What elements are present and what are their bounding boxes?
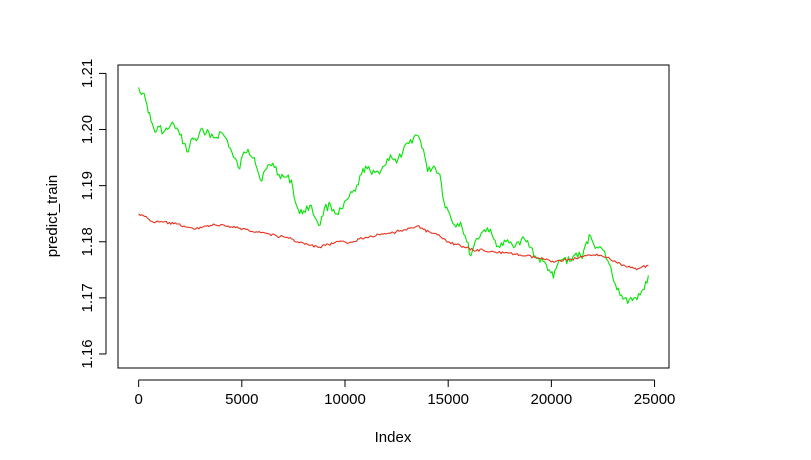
y-axis: 1.16 1.17 1.18 1.19 1.20 1.21 <box>79 59 107 369</box>
y-axis-title: predict_train <box>44 175 61 258</box>
series-line-2 <box>138 213 649 271</box>
y-tick-label: 1.20 <box>79 115 96 144</box>
series-line-1 <box>138 87 649 305</box>
y-tick-label: 1.18 <box>79 227 96 256</box>
x-axis-title: Index <box>375 429 412 446</box>
y-tick-label: 1.19 <box>79 171 96 200</box>
y-tick-label: 1.16 <box>79 339 96 368</box>
y-tick-label: 1.21 <box>79 59 96 88</box>
x-tick-label: 20000 <box>531 391 573 408</box>
x-tick-label: 25000 <box>634 391 676 408</box>
x-tick-label: 0 <box>134 391 142 408</box>
x-tick-label: 15000 <box>427 391 469 408</box>
x-tick-label: 5000 <box>225 391 258 408</box>
series-layer <box>138 87 649 305</box>
plot-box <box>117 64 670 369</box>
x-axis: 0 5000 10000 15000 20000 25000 <box>134 379 676 408</box>
x-tick-label: 10000 <box>324 391 366 408</box>
y-tick-label: 1.17 <box>79 283 96 312</box>
